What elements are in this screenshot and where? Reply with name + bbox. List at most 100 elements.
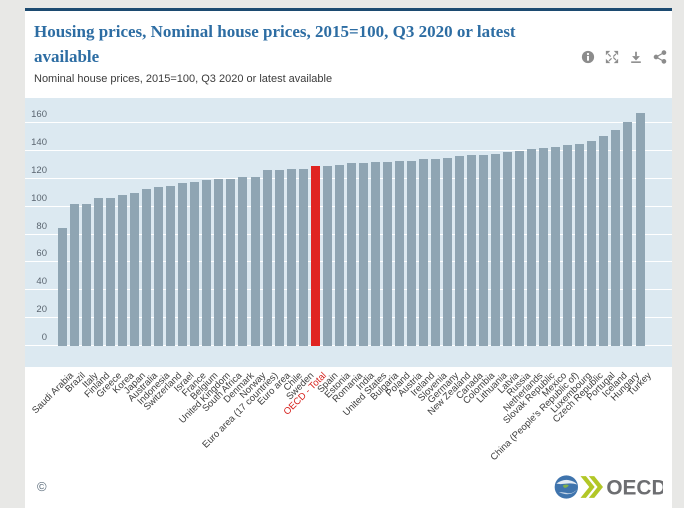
bar[interactable] bbox=[491, 154, 501, 346]
download-icon[interactable] bbox=[629, 50, 643, 64]
bar[interactable] bbox=[322, 166, 332, 346]
x-axis-label: Poland bbox=[384, 370, 413, 399]
x-axis-label: Finland bbox=[82, 370, 113, 401]
bar[interactable] bbox=[166, 186, 176, 346]
bar[interactable] bbox=[58, 228, 67, 346]
x-axis-label: Canada bbox=[453, 370, 486, 402]
oecd-chevron-icon bbox=[588, 475, 603, 498]
bar[interactable] bbox=[358, 163, 368, 346]
x-axis-label: Sweden bbox=[284, 370, 317, 403]
bar[interactable] bbox=[346, 163, 356, 346]
bar[interactable] bbox=[599, 136, 609, 346]
x-axis-label: Czech Republic bbox=[550, 370, 606, 426]
bar[interactable] bbox=[238, 177, 248, 346]
y-axis-tick-label: 40 bbox=[36, 276, 47, 288]
bar[interactable] bbox=[563, 145, 573, 346]
x-axis-label: Turkey bbox=[625, 370, 654, 399]
bar[interactable] bbox=[130, 193, 140, 346]
bar[interactable] bbox=[467, 155, 477, 346]
bar[interactable] bbox=[334, 165, 344, 346]
x-axis-label: Ireland bbox=[408, 370, 438, 399]
bar[interactable] bbox=[623, 122, 633, 346]
bar[interactable] bbox=[503, 152, 513, 346]
bar[interactable] bbox=[479, 155, 489, 346]
x-axis-label: Australia bbox=[126, 370, 161, 405]
bar[interactable] bbox=[430, 159, 440, 346]
bar[interactable] bbox=[250, 177, 260, 346]
x-axis-label: India bbox=[354, 370, 377, 393]
x-axis-label: Bulgaria bbox=[368, 370, 401, 403]
bar[interactable] bbox=[455, 156, 465, 346]
x-axis-label: Hungary bbox=[608, 370, 642, 404]
gridline bbox=[25, 149, 672, 151]
bar[interactable] bbox=[106, 198, 116, 346]
bar[interactable] bbox=[587, 141, 597, 346]
bar[interactable] bbox=[178, 183, 188, 346]
x-axis-label: Spain bbox=[315, 370, 341, 396]
info-icon[interactable] bbox=[581, 50, 595, 64]
x-axis-label: Luxembourg bbox=[548, 370, 594, 416]
x-axis-label: Austria bbox=[396, 370, 425, 399]
x-axis-label: Estonia bbox=[322, 370, 353, 401]
bar[interactable] bbox=[443, 158, 452, 346]
bar[interactable] bbox=[611, 130, 621, 346]
bar[interactable] bbox=[142, 189, 152, 346]
bar[interactable] bbox=[190, 182, 200, 346]
x-axis-labels: Saudi Arabia Brazil Italy Finland Greece Kore… bbox=[25, 367, 672, 465]
bar[interactable] bbox=[274, 170, 284, 346]
x-axis-label: Korea bbox=[110, 370, 137, 397]
bar[interactable] bbox=[575, 144, 585, 346]
y-axis-tick-label: 140 bbox=[31, 136, 47, 148]
x-axis-label: Italy bbox=[80, 370, 101, 391]
chart-footer: © OECD bbox=[25, 465, 672, 508]
bar[interactable] bbox=[286, 169, 296, 346]
bar[interactable] bbox=[551, 147, 561, 346]
bar-oecd-total[interactable] bbox=[310, 166, 320, 346]
x-axis-label: Colombia bbox=[461, 370, 498, 407]
x-axis-label: Greece bbox=[94, 370, 125, 401]
y-axis-tick-label: 100 bbox=[31, 192, 47, 204]
bar[interactable] bbox=[418, 159, 428, 346]
x-axis-label: Portugal bbox=[584, 370, 618, 404]
bar[interactable] bbox=[539, 148, 549, 346]
bar[interactable] bbox=[515, 151, 525, 346]
chart-title: Housing prices, Nominal house prices, 20… bbox=[34, 22, 516, 66]
x-axis-label: Iceland bbox=[600, 370, 630, 400]
bar[interactable] bbox=[370, 162, 380, 346]
bar[interactable] bbox=[226, 179, 236, 346]
bar[interactable] bbox=[214, 179, 224, 346]
bar[interactable] bbox=[527, 149, 537, 346]
bar[interactable] bbox=[406, 161, 416, 346]
bar[interactable] bbox=[94, 198, 104, 346]
chart-header: Housing prices, Nominal house prices, 20… bbox=[25, 11, 672, 98]
bar[interactable] bbox=[118, 195, 128, 346]
bar[interactable] bbox=[82, 204, 92, 346]
x-axis-label: Euro area bbox=[255, 370, 293, 408]
plot-area: 0 20 40 60 80 100 120 140 160 bbox=[25, 98, 672, 367]
fullscreen-icon[interactable] bbox=[605, 50, 619, 64]
share-icon[interactable] bbox=[653, 50, 667, 64]
bar[interactable] bbox=[154, 187, 164, 346]
bar[interactable] bbox=[394, 161, 404, 346]
gridline bbox=[25, 122, 672, 123]
chart-card: Housing prices, Nominal house prices, 20… bbox=[25, 8, 672, 508]
oecd-chevron-icon bbox=[580, 475, 595, 498]
x-axis-label: Germany bbox=[425, 370, 462, 406]
x-axis-label: Japan bbox=[122, 370, 149, 397]
chart-subtitle: Nominal house prices, 2015=100, Q3 2020 … bbox=[34, 73, 333, 85]
x-axis-label: United Kingdom bbox=[176, 370, 233, 426]
y-axis-tick-label: 80 bbox=[36, 220, 47, 232]
bar[interactable] bbox=[262, 170, 272, 346]
x-axis-label: United States bbox=[340, 370, 389, 419]
y-axis-tick-label: 0 bbox=[41, 332, 47, 343]
bar[interactable] bbox=[382, 162, 392, 346]
x-axis-label: Switzerland bbox=[141, 370, 185, 413]
y-axis-tick-label: 160 bbox=[31, 109, 47, 120]
bar[interactable] bbox=[635, 113, 645, 346]
x-axis-label: Saudi Arabia bbox=[30, 370, 77, 417]
x-axis-label: Brazil bbox=[63, 370, 89, 395]
bar[interactable] bbox=[70, 204, 80, 346]
bar[interactable] bbox=[202, 180, 212, 346]
bar[interactable] bbox=[298, 169, 308, 346]
